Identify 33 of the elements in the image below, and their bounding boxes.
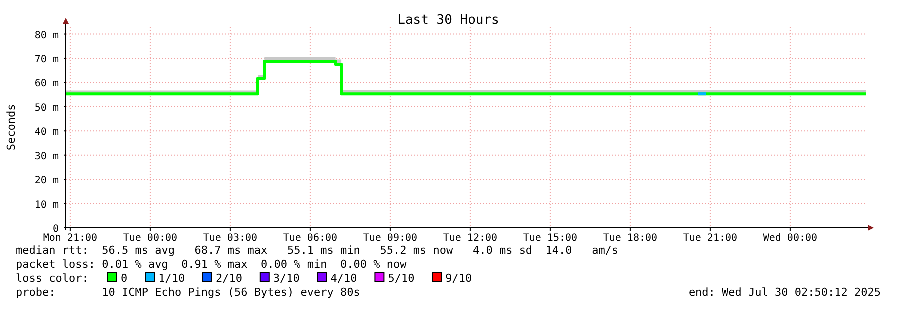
x-tick-label: Tue 15:00 — [523, 233, 578, 244]
x-tick-label: Tue 00:00 — [123, 233, 178, 244]
legend-label: 3/10 — [273, 272, 300, 285]
x-tick-label: Tue 18:00 — [603, 233, 658, 244]
y-tick-label: 80 m — [34, 30, 59, 42]
x-tick-label: Tue 06:00 — [283, 233, 338, 244]
y-tick-label: 60 m — [34, 78, 59, 90]
legend-label: 5/10 — [388, 272, 415, 285]
y-tick-label: 40 m — [34, 127, 59, 138]
text: probe: 10 ICMP Echo Pings (56 Bytes) every 80s — [16, 286, 360, 299]
y-tick-label: 20 m — [34, 176, 59, 187]
y-tick-label: 50 m — [34, 102, 59, 114]
legend-label: 1/10 — [158, 272, 186, 285]
chart-title: Last 30 Hours — [398, 13, 500, 28]
legend-label: 9/10 — [446, 272, 472, 285]
y-tick-label: 0 — [52, 224, 59, 235]
text: median rtt: 56.5 ms avg 68.7 ms max 55.1 ms min 55.2 ms now 4.0 ms sd 14.0 am/s — [16, 244, 619, 257]
x-tick-label: Tue 12:00 — [443, 233, 498, 244]
text: end: Wed Jul 30 02:50:12 2025 — [688, 286, 881, 299]
y-tick-label: 30 m — [34, 151, 59, 162]
legend-title: loss color: — [16, 272, 89, 285]
y-axis-title: Seconds — [5, 104, 18, 151]
y-tick-label: 10 m — [34, 200, 59, 211]
legend-label: 4/10 — [330, 272, 358, 285]
x-tick-label: Tue 21:00 — [683, 233, 738, 244]
legend-label: 2/10 — [216, 272, 242, 285]
x-tick-label: Wed 00:00 — [763, 233, 818, 244]
x-tick-label: Tue 09:00 — [363, 233, 418, 244]
text: packet loss: 0.01 % avg 0.91 % max 0.00 % min 0.00 % now — [16, 258, 408, 271]
y-tick-label: 70 m — [34, 54, 59, 66]
x-tick-label: Tue 03:00 — [203, 233, 258, 244]
x-tick-label: Mon 21:00 — [43, 233, 98, 244]
legend-label: 0 — [121, 272, 128, 285]
